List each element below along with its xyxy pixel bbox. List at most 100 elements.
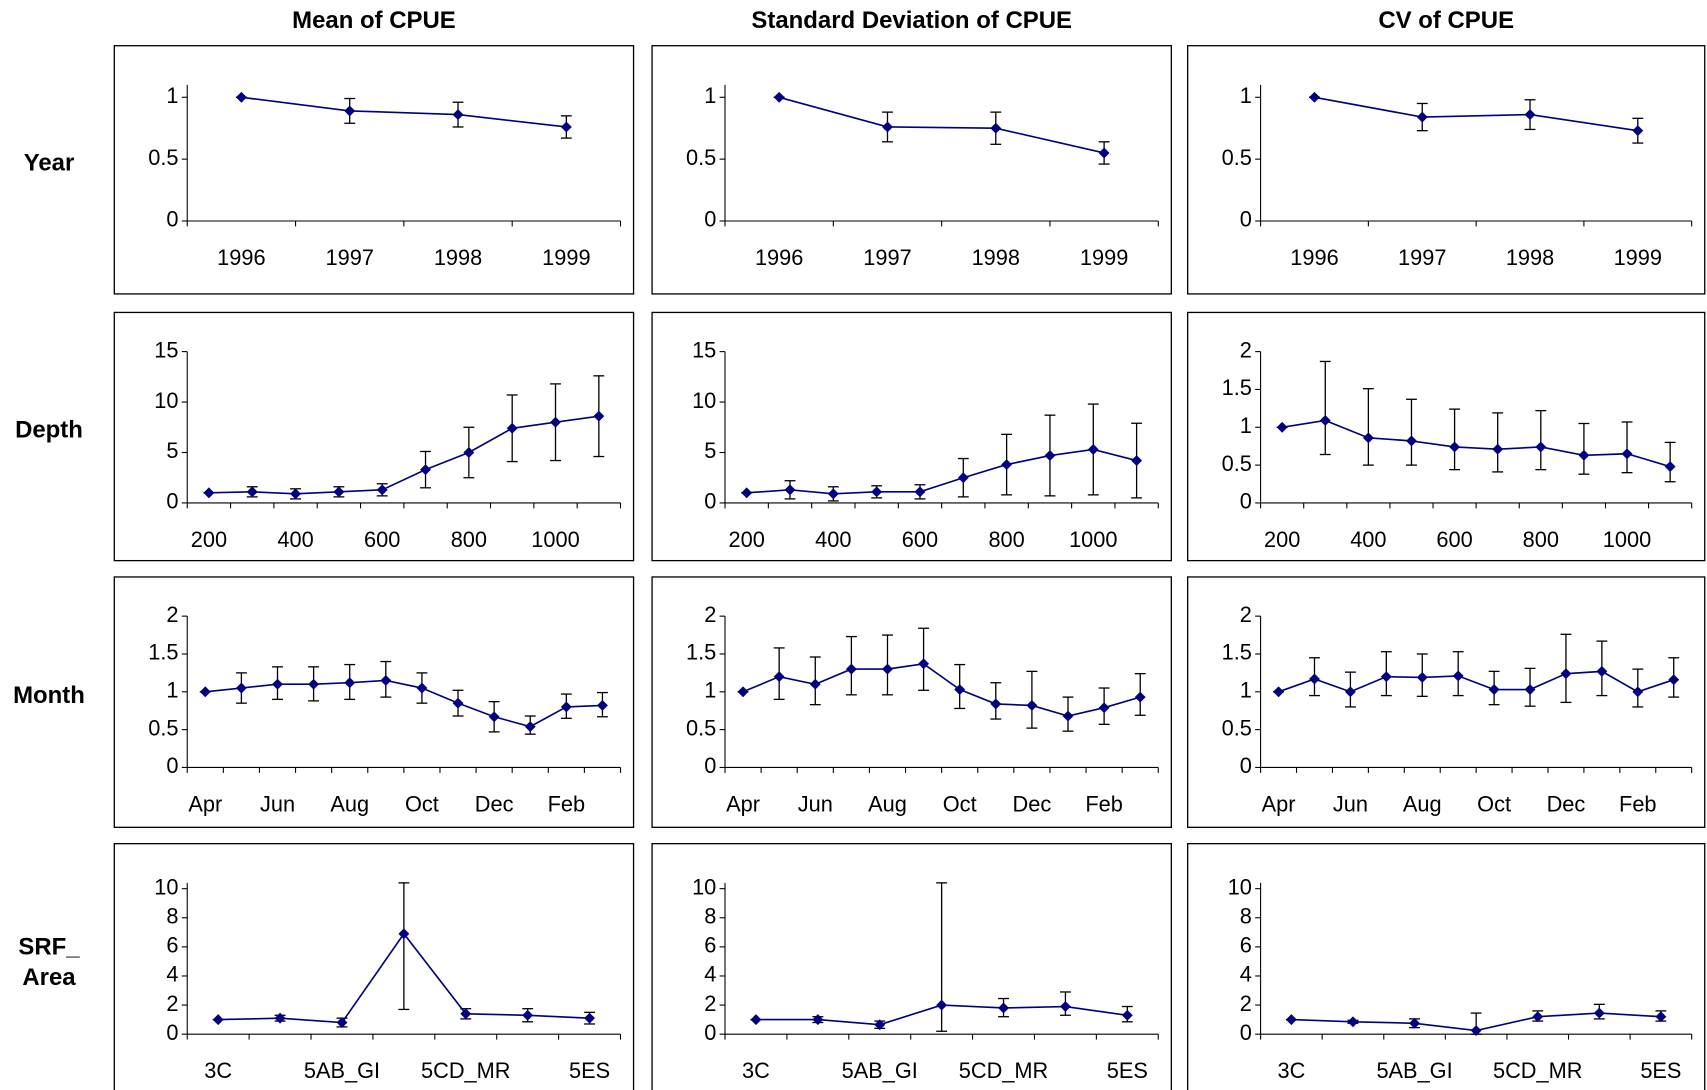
data-point — [871, 486, 883, 498]
error-bar — [398, 882, 410, 1011]
data-point — [845, 663, 857, 675]
y-tick-label: 0.5 — [686, 715, 716, 740]
y-tick-label: 6 — [1240, 933, 1252, 958]
data-point — [550, 416, 561, 428]
data-point — [1452, 670, 1464, 682]
x-tick-label: 1999 — [542, 245, 590, 270]
y-tick-label: 0 — [166, 207, 178, 232]
y-tick-label: 10 — [692, 874, 716, 899]
x-tick-label: 1997 — [326, 245, 374, 270]
data-point — [990, 698, 1002, 710]
y-tick-label: 4 — [1240, 962, 1252, 987]
y-tick-label: 15 — [154, 337, 178, 362]
data-point — [333, 486, 345, 498]
panel — [1187, 576, 1706, 828]
panel — [113, 843, 635, 1090]
y-tick-label: 0 — [704, 1020, 716, 1045]
error-bar — [1621, 421, 1633, 474]
data-point — [1488, 684, 1500, 695]
y-tick-label: 1 — [1240, 413, 1252, 438]
x-tick-label: 400 — [815, 527, 851, 552]
panel — [1187, 311, 1706, 562]
y-tick-label: 1 — [1240, 678, 1252, 703]
y-tick-label: 0 — [704, 753, 716, 778]
panel — [651, 311, 1172, 562]
y-tick-label: 1 — [704, 83, 716, 108]
data-point — [1532, 1011, 1544, 1023]
data-point — [809, 678, 821, 690]
x-tick-label: 1996 — [217, 245, 265, 270]
x-tick-label: 5CD_MR — [1493, 1058, 1583, 1083]
data-point — [524, 721, 536, 733]
series-line — [1314, 96, 1638, 132]
data-point — [235, 91, 247, 103]
y-tick-label: 1 — [704, 678, 716, 703]
x-tick-label: 800 — [451, 527, 487, 552]
x-tick-label: 800 — [988, 527, 1024, 552]
y-tick-label: 0.5 — [148, 715, 178, 740]
data-point — [936, 999, 948, 1011]
error-bar — [1492, 412, 1504, 473]
column-title: Mean of CPUE — [292, 7, 456, 34]
y-tick-label: 0.5 — [1222, 145, 1252, 170]
x-tick-label: Oct — [943, 791, 977, 816]
data-point — [918, 658, 930, 670]
error-bar — [1026, 670, 1038, 729]
data-point — [1655, 1011, 1667, 1023]
data-point — [954, 684, 966, 695]
data-point — [463, 447, 475, 458]
y-tick-label: 15 — [692, 337, 716, 362]
y-tick-label: 4 — [166, 962, 178, 987]
y-tick-label: 0 — [166, 1020, 178, 1045]
y-tick-label: 1.5 — [148, 640, 178, 665]
x-tick-label: Dec — [475, 791, 514, 816]
y-tick-label: 2 — [1240, 337, 1252, 362]
data-point — [1560, 668, 1572, 680]
x-tick-label: Feb — [1085, 791, 1123, 816]
x-tick-label: 200 — [729, 527, 765, 552]
data-point — [560, 701, 572, 713]
row-label: Month — [13, 682, 85, 709]
x-tick-label: 5AB_GI — [842, 1058, 918, 1083]
data-point — [199, 686, 211, 698]
y-tick-label: 1.5 — [1222, 375, 1252, 400]
panel — [651, 45, 1172, 295]
y-tick-label: 2 — [166, 991, 178, 1016]
x-tick-label: 5CD_MR — [959, 1058, 1049, 1083]
error-bar — [1406, 398, 1417, 466]
x-tick-label: Feb — [1619, 791, 1657, 816]
data-point — [882, 663, 893, 675]
y-tick-label: 2 — [704, 991, 716, 1016]
data-point — [344, 677, 356, 689]
x-tick-label: 5AB_GI — [304, 1058, 380, 1083]
x-tick-label: Jun — [798, 791, 833, 816]
x-tick-label: 200 — [1264, 527, 1300, 552]
x-tick-label: Feb — [548, 791, 586, 816]
y-tick-label: 2 — [1240, 991, 1252, 1016]
series-line — [742, 662, 1141, 717]
data-point — [1664, 461, 1676, 473]
y-tick-label: 2 — [166, 602, 178, 627]
data-point — [274, 1012, 286, 1024]
y-tick-label: 0 — [1240, 489, 1252, 514]
y-tick-label: 10 — [154, 874, 178, 899]
data-point — [773, 671, 785, 683]
data-point — [1380, 671, 1392, 683]
x-tick-label: Aug — [330, 791, 369, 816]
x-tick-label: 600 — [902, 527, 938, 552]
x-tick-label: 200 — [191, 527, 227, 552]
x-tick-label: 1997 — [1398, 245, 1446, 270]
x-tick-label: Jun — [260, 791, 295, 816]
y-tick-label: 5 — [166, 438, 178, 463]
row-label: Depth — [15, 416, 83, 443]
x-tick-label: Aug — [868, 791, 907, 816]
row-label: SRF_ — [18, 933, 80, 960]
x-tick-label: 3C — [1277, 1058, 1305, 1083]
series-line — [205, 679, 603, 728]
x-tick-label: Aug — [1403, 791, 1442, 816]
y-tick-label: 0 — [1240, 1020, 1252, 1045]
data-point — [998, 1002, 1009, 1014]
x-tick-label: 400 — [277, 527, 313, 552]
data-point — [597, 699, 608, 711]
data-point — [235, 682, 247, 694]
